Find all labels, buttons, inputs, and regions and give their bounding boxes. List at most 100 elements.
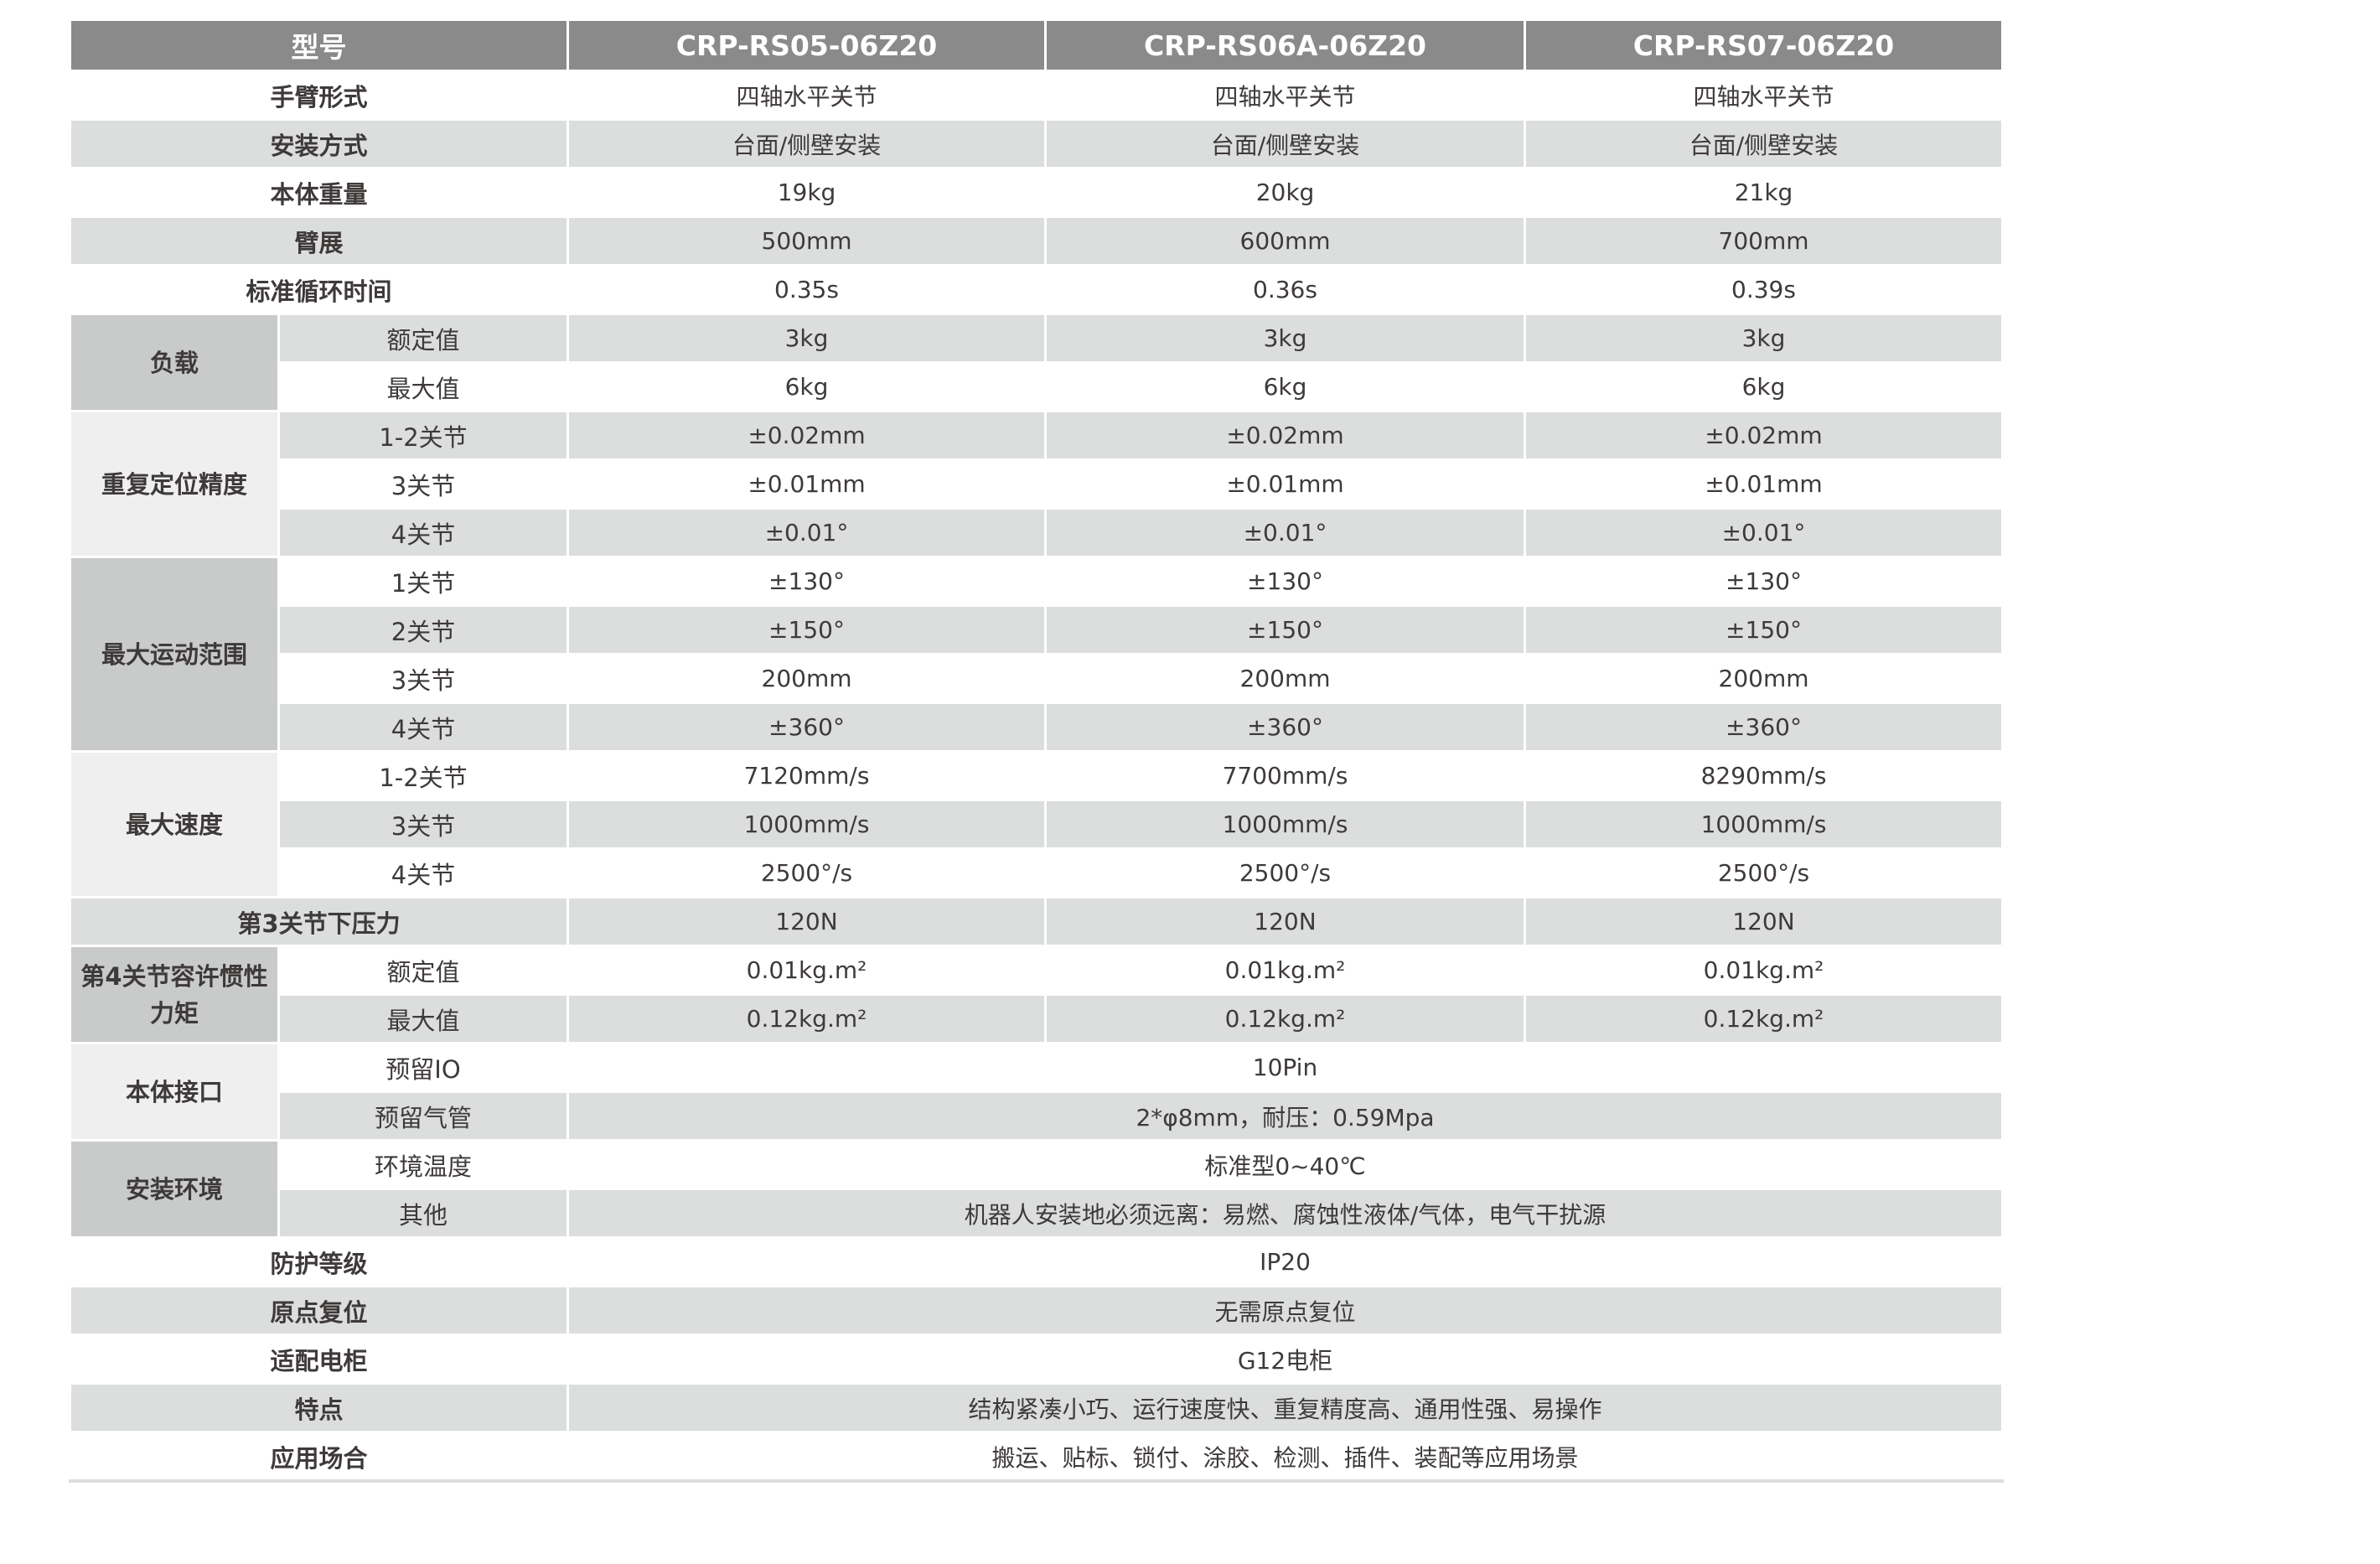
group-label: 本体接口	[69, 1042, 280, 1142]
value-cell-merged: 机器人安装地必须远离：易燃、腐蚀性液体/气体，电气干扰源	[567, 1188, 2004, 1239]
sub-label: 4关节	[277, 507, 569, 558]
value-cell: 120N	[1524, 896, 2004, 947]
group-label: 负载	[69, 313, 280, 412]
value-cell: 1000mm/s	[1044, 799, 1526, 850]
value-cell: 19kg	[567, 167, 1047, 218]
value-cell: 500mm	[567, 215, 1047, 267]
value-cell: ±150°	[1524, 604, 2004, 655]
value-cell: 0.35s	[567, 264, 1047, 315]
sub-label: 4关节	[277, 702, 569, 753]
value-cell: 700mm	[1524, 215, 2004, 267]
sub-label: 1关节	[277, 556, 569, 607]
sub-label: 4关节	[277, 847, 569, 899]
header-row: 型号 CRP-RS05-06Z20 CRP-RS06A-06Z20 CRP-RS…	[69, 18, 2004, 72]
value-cell: 2500°/s	[1044, 847, 1526, 899]
row-label: 本体重量	[69, 167, 569, 218]
table-row: 原点复位 无需原点复位	[69, 1285, 2004, 1336]
value-cell: 2500°/s	[567, 847, 1047, 899]
table-row: 最大值 6kg 6kg 6kg	[70, 361, 2004, 412]
value-cell: 四轴水平关节	[1524, 70, 2004, 121]
table-row: 防护等级 IP20	[69, 1236, 2004, 1287]
value-cell: ±130°	[567, 556, 1047, 607]
value-cell: ±360°	[1524, 702, 2004, 753]
row-label: 标准循环时间	[69, 264, 569, 315]
value-cell: 0.36s	[1044, 264, 1526, 315]
value-cell: 1000mm/s	[567, 799, 1047, 850]
value-cell: ±0.01°	[1044, 507, 1526, 558]
group-label: 安装环境	[69, 1139, 280, 1239]
sub-label: 预留IO	[277, 1042, 569, 1093]
table-row: 4关节 ±0.01° ±0.01° ±0.01°	[70, 507, 2004, 558]
value-cell: 6kg	[1044, 361, 1526, 412]
table-row: 标准循环时间 0.35s 0.36s 0.39s	[69, 264, 2004, 315]
table-row: 最大速度 1-2关节 7120mm/s 7700mm/s 8290mm/s	[69, 750, 2004, 899]
value-cell: 7700mm/s	[1044, 750, 1526, 801]
value-cell: 3kg	[1524, 313, 2004, 364]
sub-label: 2关节	[277, 604, 569, 655]
sub-label: 最大值	[277, 361, 569, 412]
model-header: CRP-RS05-06Z20	[567, 18, 1047, 72]
row-label: 臂展	[69, 215, 569, 267]
table-row: 臂展 500mm 600mm 700mm	[69, 215, 2004, 267]
table-row: 特点 结构紧凑小巧、运行速度快、重复精度高、通用性强、易操作	[69, 1382, 2004, 1433]
table-row: 重复定位精度 1-2关节 ±0.02mm ±0.02mm ±0.02mm	[69, 410, 2004, 558]
value-cell: 0.12kg.m²	[1524, 993, 2004, 1044]
row-label: 第3关节下压力	[69, 896, 569, 947]
value-cell: 200mm	[1044, 653, 1526, 704]
value-cell: ±360°	[1044, 702, 1526, 753]
table-row: 4关节 2500°/s 2500°/s 2500°/s	[70, 847, 2004, 899]
table-row: 安装方式 台面/侧壁安装 台面/侧壁安装 台面/侧壁安装	[69, 118, 2004, 169]
table-row: 适配电柜 G12电柜	[69, 1334, 2004, 1385]
table-row: 负载 额定值 3kg 3kg 3kg	[69, 313, 2004, 412]
table-row: 3关节 200mm 200mm 200mm	[70, 653, 2004, 704]
row-label: 安装方式	[69, 118, 569, 169]
sub-label: 额定值	[277, 945, 569, 996]
table-row: 最大值 0.12kg.m² 0.12kg.m² 0.12kg.m²	[70, 993, 2004, 1044]
value-cell: 120N	[1044, 896, 1526, 947]
value-cell-merged: IP20	[567, 1236, 2004, 1287]
value-cell-merged: 标准型0~40℃	[567, 1139, 2004, 1190]
value-cell: 3kg	[567, 313, 1047, 364]
table-row: 2关节 ±150° ±150° ±150°	[70, 604, 2004, 655]
sub-label: 1-2关节	[277, 410, 569, 461]
value-cell: 20kg	[1044, 167, 1526, 218]
value-cell-merged: 搬运、贴标、锁付、涂胶、检测、插件、装配等应用场景	[567, 1431, 2004, 1483]
value-cell: 6kg	[567, 361, 1047, 412]
table-row: 预留气管 2*φ8mm，耐压：0.59Mpa	[70, 1090, 2004, 1142]
value-cell: ±0.01mm	[567, 458, 1047, 510]
value-cell: 120N	[567, 896, 1047, 947]
value-cell-merged: G12电柜	[567, 1334, 2004, 1385]
sub-label: 3关节	[277, 653, 569, 704]
value-cell: 台面/侧壁安装	[567, 118, 1047, 169]
group-label: 最大速度	[69, 750, 280, 899]
group-label: 重复定位精度	[69, 410, 280, 558]
table-row: 3关节 1000mm/s 1000mm/s 1000mm/s	[70, 799, 2004, 850]
value-cell: ±0.01mm	[1524, 458, 2004, 510]
group-label: 最大运动范围	[69, 556, 280, 753]
value-cell-merged: 10Pin	[567, 1042, 2004, 1093]
sub-label: 3关节	[277, 799, 569, 850]
table-row: 第4关节容许惯性力矩 额定值 0.01kg.m² 0.01kg.m² 0.01kg.m²	[69, 945, 2004, 1044]
value-cell: ±360°	[567, 702, 1047, 753]
value-cell: ±150°	[567, 604, 1047, 655]
row-label: 应用场合	[69, 1431, 569, 1483]
value-cell: ±0.01mm	[1044, 458, 1526, 510]
value-cell: 0.01kg.m²	[567, 945, 1047, 996]
table-row: 安装环境 环境温度 标准型0~40℃	[69, 1139, 2004, 1239]
table-row: 本体接口 预留IO 10Pin	[69, 1042, 2004, 1142]
sub-label: 其他	[277, 1188, 569, 1239]
value-cell: ±0.01°	[567, 507, 1047, 558]
table-row: 本体重量 19kg 20kg 21kg	[69, 167, 2004, 218]
value-cell: 2500°/s	[1524, 847, 2004, 899]
value-cell: ±130°	[1044, 556, 1526, 607]
row-label: 适配电柜	[69, 1334, 569, 1385]
value-cell: 四轴水平关节	[1044, 70, 1526, 121]
value-cell: ±150°	[1044, 604, 1526, 655]
value-cell: ±0.01°	[1524, 507, 2004, 558]
table-row: 3关节 ±0.01mm ±0.01mm ±0.01mm	[70, 458, 2004, 510]
value-cell: 200mm	[567, 653, 1047, 704]
sub-label: 环境温度	[277, 1139, 569, 1190]
header-label: 型号	[69, 18, 569, 72]
value-cell: 21kg	[1524, 167, 2004, 218]
row-label: 手臂形式	[69, 70, 569, 121]
